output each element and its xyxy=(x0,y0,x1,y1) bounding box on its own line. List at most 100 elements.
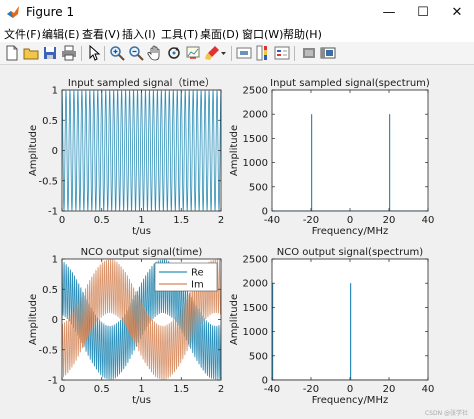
menu-tools[interactable]: 工具(T) xyxy=(161,28,199,41)
plot-title: NCO output signal(time) xyxy=(81,247,203,258)
x-tick-label: 0.5 xyxy=(94,215,110,226)
toolbar xyxy=(0,42,474,65)
plots-svg[interactable]: 0 0.5 1 1.5 2 -1 -0.5 0 0.5 1 Input sampled signal… xyxy=(0,65,474,405)
open-file-icon[interactable] xyxy=(23,45,39,61)
plot-title: Input sampled signal(spectrum) xyxy=(270,78,430,89)
rotate-icon[interactable] xyxy=(166,45,182,61)
show-plot-tools-icon[interactable] xyxy=(320,45,336,61)
axes-background xyxy=(62,90,221,211)
y-axis-label: Amplitude xyxy=(28,125,39,176)
legend-icon[interactable] xyxy=(274,45,290,61)
menu-insert[interactable]: 插入(I) xyxy=(122,28,156,41)
figure-canvas: 0 0.5 1 1.5 2 -1 -0.5 0 0.5 1 Input sampled signal… xyxy=(0,65,474,405)
plot-4: -40 -20 0 20 40 0 500 1000 1500 2000 2500 NCO outpu… xyxy=(229,247,434,405)
y-tick-label: 2500 xyxy=(243,255,268,266)
x-tick-label: -20 xyxy=(303,215,319,226)
legend-label: Re xyxy=(191,268,204,279)
plot-title: NCO output signal(spectrum) xyxy=(277,247,423,258)
x-tick-label: -40 xyxy=(264,215,280,226)
y-tick-label: 0 xyxy=(52,315,58,326)
x-tick-label: 1 xyxy=(138,384,144,395)
y-axis-label: Amplitude xyxy=(229,125,240,176)
plot-data xyxy=(62,90,221,211)
toolbar-separator xyxy=(231,46,232,61)
menu-desktop[interactable]: 桌面(D) xyxy=(200,28,240,41)
x-tick-label: -20 xyxy=(303,384,319,395)
maximize-button[interactable]: ☐ xyxy=(406,0,440,25)
x-tick-label: 0 xyxy=(59,215,65,226)
x-tick-label: 1.5 xyxy=(173,215,189,226)
y-tick-label: 1 xyxy=(52,86,58,97)
close-button[interactable]: ✕ xyxy=(440,0,474,25)
x-tick-label: 2 xyxy=(218,384,224,395)
plot-1: 0 0.5 1 1.5 2 -1 -0.5 0 0.5 1 Input sampled signal… xyxy=(28,77,224,237)
close-icon: ✕ xyxy=(451,5,463,20)
brush-icon[interactable] xyxy=(204,45,220,61)
y-tick-label: 1500 xyxy=(243,303,268,314)
zoom-out-icon[interactable] xyxy=(128,45,144,61)
x-tick-label: 1 xyxy=(138,215,144,226)
axes-background xyxy=(272,90,428,211)
x-tick-label: 40 xyxy=(422,384,435,395)
legend-label: Im xyxy=(191,280,204,291)
menu-edit[interactable]: 编辑(E) xyxy=(42,28,80,41)
chevron-down-icon[interactable] xyxy=(220,45,227,61)
menu-file[interactable]: 文件(F) xyxy=(4,28,41,41)
x-axis-label: Frequency/MHz xyxy=(312,226,388,237)
link-plot-icon[interactable] xyxy=(236,45,252,61)
y-tick-label: 0 xyxy=(52,146,58,157)
menu-help[interactable]: 帮助(H) xyxy=(283,28,322,41)
y-axis-label: Amplitude xyxy=(28,294,39,345)
y-tick-label: 500 xyxy=(249,351,268,362)
window-title: Figure 1 xyxy=(26,5,75,19)
toolbar-separator xyxy=(294,46,295,61)
pan-icon[interactable] xyxy=(147,45,163,61)
x-tick-label: 0 xyxy=(59,384,65,395)
x-tick-label: 20 xyxy=(383,384,396,395)
x-tick-label: 2 xyxy=(218,215,224,226)
x-axis-label: t/us xyxy=(132,395,151,405)
y-tick-label: 1 xyxy=(52,255,58,266)
y-tick-label: 0.5 xyxy=(42,116,58,127)
series-re-line xyxy=(62,259,221,380)
y-tick-label: 2000 xyxy=(243,279,268,290)
maximize-icon: ☐ xyxy=(417,5,429,20)
pointer-icon[interactable] xyxy=(86,45,102,61)
y-axis-label: Amplitude xyxy=(229,294,240,345)
hide-plot-tools-icon[interactable] xyxy=(301,45,317,61)
y-tick-label: 2000 xyxy=(243,110,268,121)
y-tick-label: 500 xyxy=(249,182,268,193)
y-tick-label: -0.5 xyxy=(38,345,58,356)
print-icon[interactable] xyxy=(61,45,77,61)
matlab-app-icon xyxy=(7,6,19,18)
save-icon[interactable] xyxy=(42,45,58,61)
new-figure-icon[interactable] xyxy=(4,45,20,61)
title-bar: Figure 1 — ☐ ✕ xyxy=(0,0,474,25)
plot-3: 0 0.5 1 1.5 2 -1 -0.5 0 0.5 1 NCO output signal(ti… xyxy=(28,247,224,405)
legend-box xyxy=(154,262,218,292)
x-tick-label: 0 xyxy=(347,384,353,395)
menu-bar: 文件(F) 编辑(E) 查看(V) 插入(I) 工具(T) 桌面(D) 窗口(W… xyxy=(0,25,474,42)
x-tick-label: 0 xyxy=(347,215,353,226)
toolbar-separator xyxy=(104,46,105,61)
toolbar-separator xyxy=(81,46,82,61)
y-tick-label: -0.5 xyxy=(38,176,58,187)
x-tick-label: 1.5 xyxy=(173,384,189,395)
menu-view[interactable]: 查看(V) xyxy=(82,28,121,41)
colorbar-icon[interactable] xyxy=(255,45,271,61)
series-line xyxy=(62,90,221,211)
y-tick-label: 1000 xyxy=(243,158,268,169)
data-cursor-icon[interactable] xyxy=(185,45,201,61)
zoom-in-icon[interactable] xyxy=(109,45,125,61)
y-tick-label: 2500 xyxy=(243,86,268,97)
y-tick-label: 0.5 xyxy=(42,285,58,296)
minimize-button[interactable]: — xyxy=(372,0,406,25)
y-tick-label: 1500 xyxy=(243,134,268,145)
x-tick-label: 20 xyxy=(383,215,396,226)
watermark: CSDN @张学社 xyxy=(424,410,468,417)
menu-window[interactable]: 窗口(W) xyxy=(242,28,284,41)
y-tick-label: 0 xyxy=(262,376,268,387)
x-tick-label: -40 xyxy=(264,384,280,395)
